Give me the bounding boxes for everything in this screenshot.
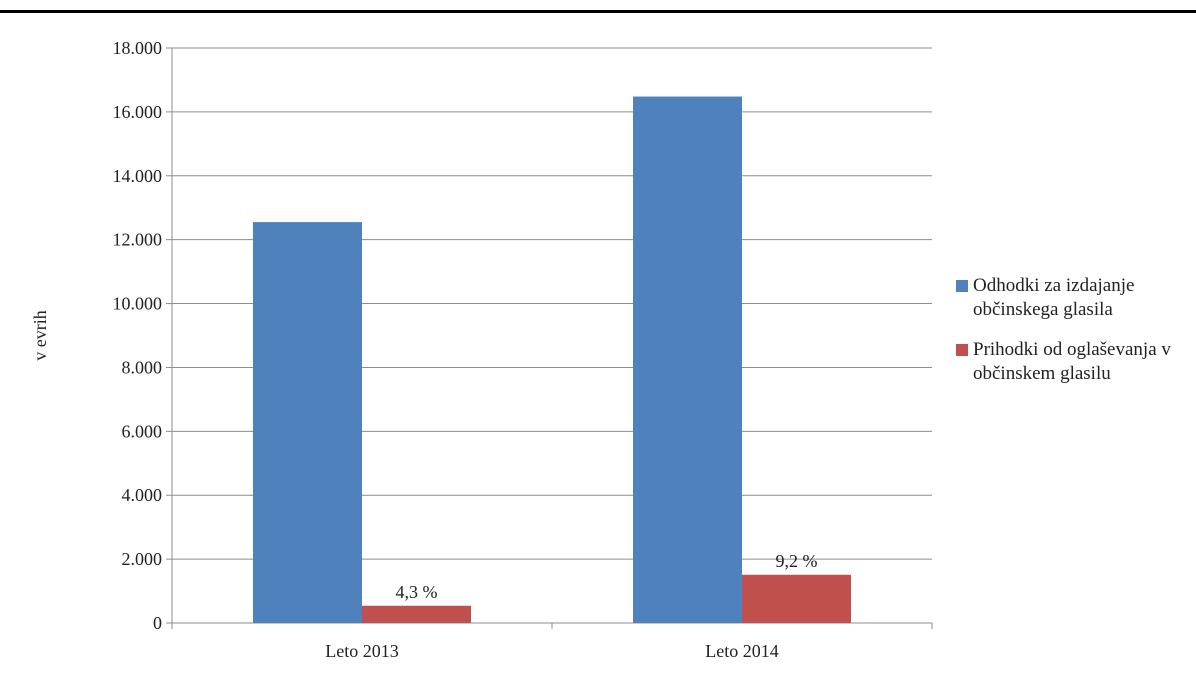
legend-item-expenses: Odhodki za izdajanje občinskega glasila <box>956 274 1191 322</box>
top-rule <box>0 10 1196 13</box>
legend-label-expenses: Odhodki za izdajanje občinskega glasila <box>973 275 1135 320</box>
bar-series-2-2 <box>742 574 851 623</box>
y-tick-label: 4.000 <box>122 485 163 505</box>
bar-series-1-1 <box>253 222 362 623</box>
y-tick-label: 16.000 <box>113 102 163 122</box>
y-tick-label: 12.000 <box>113 230 163 250</box>
y-tick-label: 18.000 <box>113 38 163 58</box>
x-tick-label: Leto 2013 <box>325 641 399 661</box>
bar-series-2-1 <box>362 605 471 623</box>
x-tick-label: Leto 2014 <box>705 641 779 661</box>
data-label: 9,2 % <box>776 551 818 571</box>
legend-swatch-expenses <box>956 280 968 292</box>
legend-item-revenue: Prihodki od oglaševanja v občinskem glas… <box>956 338 1191 386</box>
y-tick-label: 6.000 <box>122 421 163 441</box>
bar-series-1-2 <box>633 96 742 624</box>
legend: Odhodki za izdajanje občinskega glasila … <box>956 274 1191 402</box>
legend-swatch-revenue <box>956 344 968 356</box>
y-tick-label: 0 <box>153 613 162 633</box>
data-label: 4,3 % <box>396 582 438 602</box>
y-tick-label: 8.000 <box>122 357 163 377</box>
y-tick-label: 2.000 <box>122 549 163 569</box>
y-tick-label: 14.000 <box>113 166 163 186</box>
legend-label-revenue: Prihodki od oglaševanja v občinskem glas… <box>973 339 1171 384</box>
y-axis-title: v evrih <box>30 310 50 360</box>
y-tick-label: 10.000 <box>113 294 163 314</box>
